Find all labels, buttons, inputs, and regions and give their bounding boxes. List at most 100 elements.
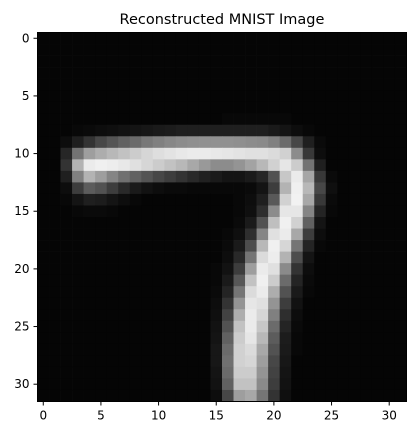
pixel-cell [348, 332, 361, 345]
pixel-cell [256, 320, 269, 333]
pixel-cell [314, 228, 327, 241]
pixel-cell [233, 44, 246, 56]
pixel-cell [175, 309, 188, 322]
pixel-cell [337, 309, 350, 322]
pixel-cell [210, 136, 223, 149]
pixel-cell [383, 55, 396, 68]
pixel-cell [129, 67, 142, 79]
pixel-cell [106, 274, 119, 287]
pixel-cell [152, 32, 165, 45]
pixel-cell [175, 55, 188, 68]
pixel-cell [371, 320, 384, 333]
pixel-cell [106, 159, 119, 172]
pixel-cell [129, 193, 142, 206]
pixel-cell [72, 136, 84, 149]
pixel-cell [37, 309, 50, 322]
pixel-cell [72, 193, 84, 206]
pixel-cell [302, 263, 315, 276]
pixel-cell [152, 286, 165, 299]
pixel-cell [256, 228, 269, 241]
pixel-cell [279, 147, 292, 160]
pixel-cell [268, 217, 281, 229]
pixel-cell [245, 44, 257, 56]
pixel-cell [394, 67, 407, 79]
pixel-cell [49, 55, 61, 68]
pixel-cell [118, 193, 131, 206]
pixel-cell [152, 113, 165, 126]
pixel-cell [337, 147, 350, 160]
pixel-cell [49, 332, 61, 345]
pixel-cell [233, 67, 246, 79]
pixel-cell [268, 263, 281, 276]
pixel-cell [233, 136, 246, 149]
pixel-cell [233, 355, 246, 368]
pixel-cell [302, 343, 315, 356]
pixel-cell [233, 343, 246, 356]
pixel-cell [222, 170, 234, 183]
pixel-cell [95, 101, 108, 114]
pixel-cell [371, 136, 384, 149]
pixel-cell [268, 159, 281, 172]
pixel-cell [371, 240, 384, 252]
pixel-cell [95, 67, 108, 79]
pixel-cell [164, 193, 177, 206]
pixel-cell [198, 378, 211, 391]
pixel-cell [72, 251, 84, 264]
pixel-cell [245, 205, 257, 218]
x-tick-label: 5 [97, 409, 105, 423]
pixel-cell [222, 55, 234, 68]
pixel-cell [83, 182, 96, 195]
pixel-cell [383, 44, 396, 56]
pixel-cell [187, 274, 200, 287]
pixel-cell [268, 55, 281, 68]
pixel-cell [49, 32, 61, 45]
pixel-cell [129, 44, 142, 56]
pixel-cell [83, 147, 96, 160]
pixel-cell [291, 205, 304, 218]
pixel-cell [95, 182, 108, 195]
pixel-cell [279, 274, 292, 287]
pixel-cell [175, 332, 188, 345]
pixel-cell [106, 55, 119, 68]
pixel-cell [187, 44, 200, 56]
pixel-cell [302, 217, 315, 229]
pixel-cell [129, 113, 142, 126]
pixel-cell [337, 136, 350, 149]
pixel-cell [106, 170, 119, 183]
pixel-cell [152, 389, 165, 402]
pixel-cell [233, 55, 246, 68]
pixel-cell [49, 217, 61, 229]
pixel-cell [60, 263, 73, 276]
pixel-cell [210, 90, 223, 103]
pixel-cell [245, 101, 257, 114]
pixel-cell [268, 240, 281, 252]
pixel-cell [314, 55, 327, 68]
pixel-cell [198, 101, 211, 114]
pixel-cell [337, 113, 350, 126]
pixel-cell [187, 332, 200, 345]
pixel-cell [371, 389, 384, 402]
pixel-cell [60, 274, 73, 287]
pixel-cell [83, 101, 96, 114]
pixel-cell [141, 32, 154, 45]
pixel-cell [360, 309, 373, 322]
pixel-cell [268, 78, 281, 91]
pixel-cell [72, 309, 84, 322]
pixel-cell [360, 378, 373, 391]
pixel-cell [141, 355, 154, 368]
pixel-cell [325, 170, 338, 183]
pixel-cell [210, 389, 223, 402]
pixel-cell [233, 389, 246, 402]
pixel-cell [187, 90, 200, 103]
pixel-cell [141, 263, 154, 276]
pixel-cell [314, 182, 327, 195]
pixel-cell [164, 378, 177, 391]
pixel-cell [49, 297, 61, 310]
pixel-cell [245, 124, 257, 137]
pixel-cell [83, 136, 96, 149]
pixel-cell [279, 366, 292, 379]
pixel-cell [383, 113, 396, 126]
pixel-cell [222, 113, 234, 126]
pixel-cell [118, 55, 131, 68]
pixel-cell [256, 159, 269, 172]
